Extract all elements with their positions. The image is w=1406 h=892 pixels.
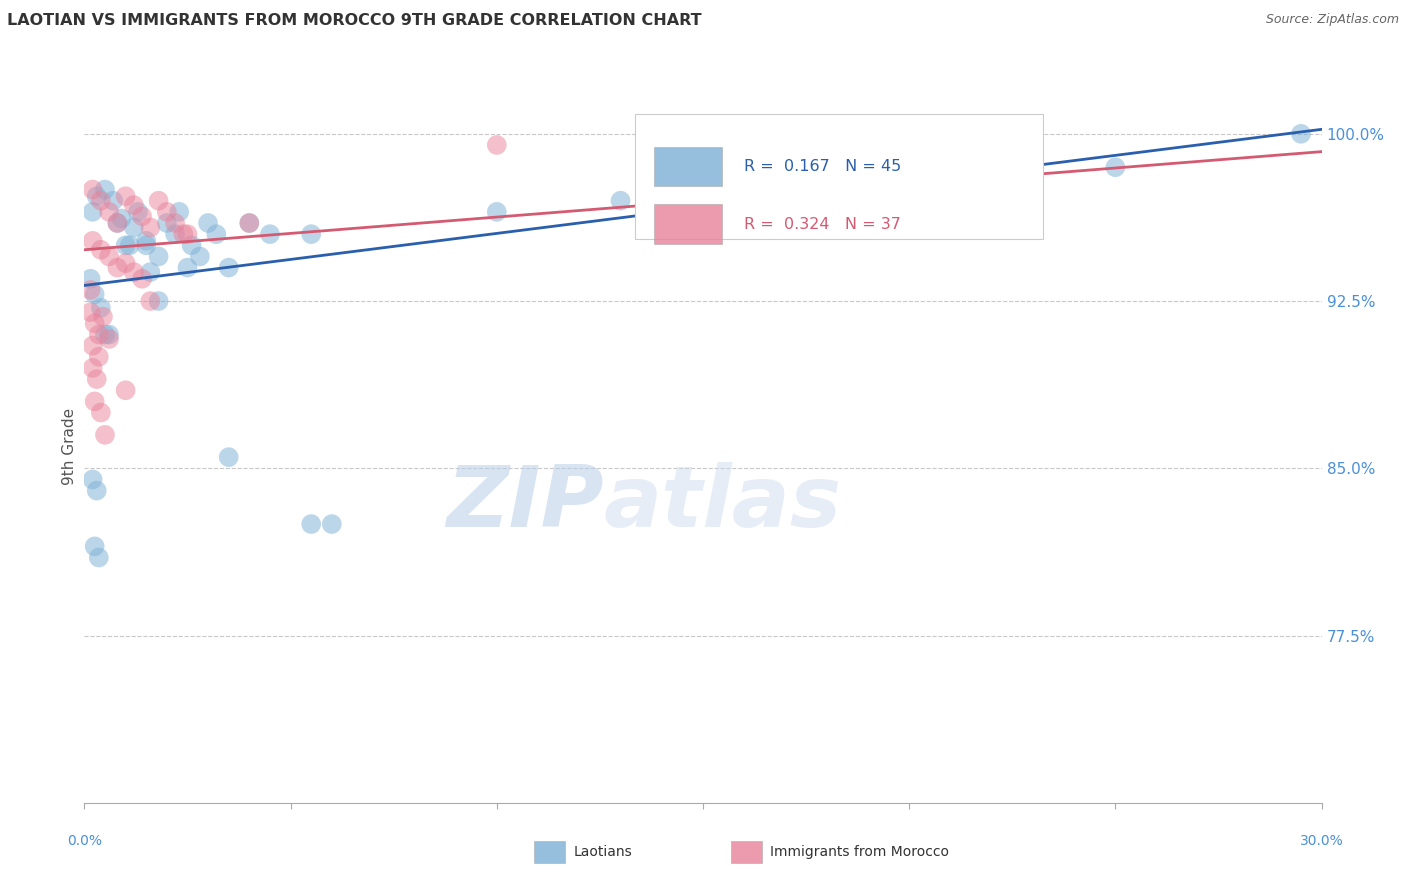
Point: [82, 204, 104, 219]
Point: [218, 260, 240, 275]
Point: [83, 394, 105, 409]
Point: [165, 216, 187, 230]
Point: [172, 227, 194, 241]
Point: [98, 204, 121, 219]
Point: [180, 238, 202, 252]
Point: [148, 250, 170, 264]
Point: [156, 216, 179, 230]
Point: [98, 327, 121, 342]
Point: [321, 516, 343, 531]
Y-axis label: 9th Grade: 9th Grade: [62, 408, 77, 484]
Point: [103, 194, 125, 208]
Point: [110, 211, 132, 226]
Point: [238, 216, 260, 230]
Point: [91, 310, 114, 324]
Text: Immigrants from Morocco: Immigrants from Morocco: [770, 846, 949, 859]
Point: [939, 182, 962, 196]
Text: LAOTIAN VS IMMIGRANTS FROM MOROCCO 9TH GRADE CORRELATION CHART: LAOTIAN VS IMMIGRANTS FROM MOROCCO 9TH G…: [7, 13, 702, 29]
Point: [86, 372, 108, 386]
Point: [79, 271, 101, 285]
Point: [148, 293, 170, 308]
Point: [82, 472, 104, 486]
Point: [82, 338, 104, 352]
Text: 0.0%: 0.0%: [67, 834, 101, 848]
Point: [90, 194, 112, 208]
Point: [86, 483, 108, 498]
Point: [131, 271, 153, 285]
Point: [135, 238, 157, 252]
Point: [90, 405, 112, 419]
Text: 30.0%: 30.0%: [1299, 834, 1344, 848]
Point: [299, 516, 322, 531]
Point: [148, 194, 170, 208]
Text: Source: ZipAtlas.com: Source: ZipAtlas.com: [1265, 13, 1399, 27]
Point: [122, 198, 145, 212]
Point: [114, 189, 136, 203]
Point: [609, 194, 631, 208]
Point: [82, 360, 104, 375]
Text: R =  0.324   N = 37: R = 0.324 N = 37: [744, 217, 901, 232]
Text: Laotians: Laotians: [574, 846, 633, 859]
Bar: [654, 204, 721, 244]
Point: [259, 227, 281, 241]
Point: [105, 260, 128, 275]
FancyBboxPatch shape: [636, 114, 1043, 239]
Point: [122, 265, 145, 279]
Point: [485, 204, 508, 219]
Point: [238, 216, 260, 230]
Point: [87, 350, 110, 364]
Point: [105, 216, 128, 230]
Point: [898, 204, 921, 219]
Text: R =  0.167   N = 45: R = 0.167 N = 45: [744, 159, 901, 174]
Point: [83, 539, 105, 553]
Point: [135, 234, 157, 248]
Point: [114, 384, 136, 398]
Point: [105, 216, 128, 230]
Point: [90, 243, 112, 257]
Point: [139, 265, 162, 279]
Point: [90, 301, 112, 315]
Point: [1104, 160, 1126, 174]
Point: [139, 220, 162, 235]
Point: [94, 427, 117, 442]
Text: ZIP: ZIP: [446, 461, 605, 545]
Point: [118, 238, 141, 252]
Point: [1289, 127, 1312, 141]
Point: [131, 210, 153, 224]
Point: [485, 138, 508, 153]
Point: [86, 189, 108, 203]
Point: [98, 332, 121, 346]
Point: [139, 293, 162, 308]
Point: [82, 182, 104, 196]
Point: [127, 204, 149, 219]
Point: [94, 327, 117, 342]
Point: [197, 216, 219, 230]
Point: [79, 283, 101, 297]
Point: [114, 238, 136, 252]
Point: [94, 182, 117, 196]
Point: [176, 260, 198, 275]
Bar: [654, 147, 721, 186]
Point: [87, 327, 110, 342]
Point: [165, 227, 187, 241]
Point: [156, 204, 179, 219]
Point: [87, 550, 110, 565]
Point: [299, 227, 322, 241]
Text: atlas: atlas: [605, 461, 842, 545]
Point: [176, 227, 198, 241]
Point: [122, 220, 145, 235]
Point: [98, 250, 121, 264]
Point: [79, 305, 101, 319]
Point: [218, 450, 240, 464]
Point: [205, 227, 228, 241]
Point: [167, 204, 190, 219]
Point: [83, 287, 105, 301]
Point: [114, 256, 136, 270]
Point: [82, 234, 104, 248]
Point: [83, 316, 105, 330]
Point: [188, 250, 211, 264]
